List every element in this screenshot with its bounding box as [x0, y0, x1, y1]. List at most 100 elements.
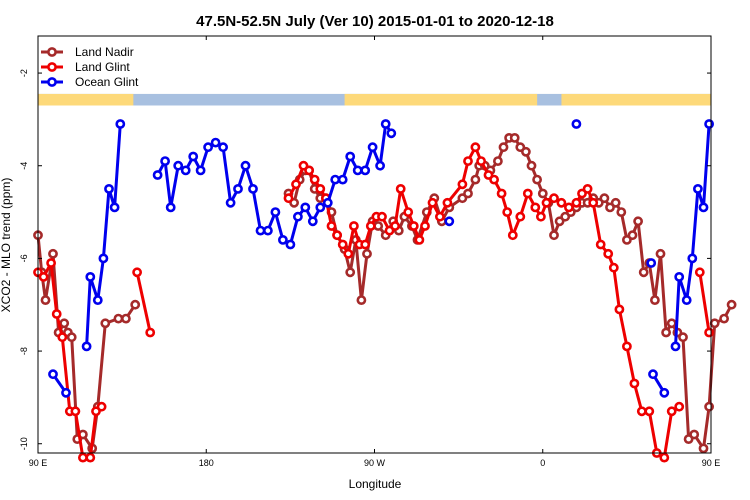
data-point	[360, 239, 371, 250]
data-point	[537, 188, 548, 199]
data-point	[345, 267, 356, 278]
data-point	[225, 197, 236, 208]
series-land-glint	[33, 142, 714, 463]
data-point	[315, 202, 326, 213]
x-tick-label: 180	[199, 458, 214, 468]
data-point	[638, 267, 649, 278]
data-point	[165, 202, 176, 213]
data-point	[337, 174, 348, 185]
data-point	[322, 197, 333, 208]
data-point	[496, 188, 507, 199]
data-point	[57, 332, 68, 343]
chart-title: 47.5N-52.5N July (Ver 10) 2015-01-01 to …	[196, 13, 554, 30]
data-point	[427, 197, 438, 208]
data-point	[659, 387, 670, 398]
data-point	[356, 295, 367, 305]
data-point	[291, 179, 301, 190]
series-line	[135, 271, 152, 333]
data-point	[420, 221, 430, 231]
data-point	[188, 151, 199, 162]
data-point	[285, 239, 296, 250]
data-point	[689, 429, 700, 440]
data-point	[109, 202, 120, 213]
series-land-nadir	[33, 132, 737, 454]
data-point	[59, 318, 70, 329]
data-point	[248, 183, 258, 194]
data-point	[283, 193, 294, 204]
data-point	[367, 142, 378, 153]
data-point	[678, 332, 688, 343]
data-point	[337, 239, 348, 250]
data-point	[403, 207, 414, 217]
data-point	[390, 221, 400, 231]
land-ocean-band	[38, 93, 711, 106]
series-ocean-glint	[48, 119, 714, 398]
data-point	[693, 183, 703, 194]
data-point	[434, 211, 445, 222]
data-point	[476, 156, 486, 166]
y-tick-label: -4	[19, 162, 29, 170]
x-tick-label: 90 E	[702, 458, 721, 468]
data-point	[650, 295, 660, 305]
data-point	[210, 137, 221, 148]
y-tick-label: -2	[19, 69, 29, 77]
data-point	[603, 248, 614, 259]
legend-label: Land Nadir	[75, 45, 134, 59]
data-point	[526, 160, 537, 171]
data-point	[81, 341, 92, 352]
data-point	[386, 128, 397, 139]
data-point	[307, 216, 318, 227]
data-point	[360, 165, 371, 176]
data-point	[277, 234, 288, 245]
data-point	[636, 406, 647, 417]
data-point	[704, 401, 714, 412]
data-point	[345, 151, 356, 162]
data-point	[270, 207, 281, 217]
data-point	[380, 119, 391, 129]
data-point	[719, 313, 729, 324]
data-point	[687, 253, 698, 264]
land-band-segment	[38, 93, 134, 106]
data-point	[644, 406, 655, 417]
data-point	[326, 221, 337, 231]
data-point	[522, 188, 533, 199]
data-point	[309, 174, 320, 185]
x-tick-label: 90 E	[29, 458, 48, 468]
data-point	[130, 299, 141, 310]
series-line	[85, 123, 122, 347]
data-point	[582, 183, 593, 194]
data-point	[104, 183, 114, 194]
data-point	[564, 202, 574, 213]
data-point	[627, 230, 638, 241]
series-line	[698, 272, 711, 333]
legend-label: Land Glint	[75, 60, 130, 74]
x-tick-label: 0	[540, 458, 545, 468]
data-point	[457, 179, 468, 190]
data-point	[614, 304, 625, 315]
series-line	[287, 145, 680, 460]
data-point	[304, 165, 314, 176]
data-point	[648, 369, 658, 380]
data-point	[532, 174, 542, 185]
data-point	[502, 207, 513, 217]
data-point	[549, 230, 559, 241]
data-point	[330, 174, 341, 185]
data-point	[608, 262, 619, 273]
data-point	[616, 207, 627, 217]
y-axis: -10 -8 -6 -4 -2	[19, 69, 711, 450]
data-point	[315, 183, 326, 194]
data-point	[698, 202, 709, 213]
data-point	[610, 197, 621, 208]
data-point	[61, 387, 71, 398]
x-axis: 90 E 180 90 W 0 90 E	[29, 36, 721, 468]
data-point	[300, 202, 311, 213]
data-point	[489, 174, 499, 185]
data-point	[113, 313, 124, 324]
data-point	[571, 197, 582, 208]
data-point	[180, 165, 191, 176]
data-point	[66, 332, 77, 343]
series-line	[674, 123, 711, 347]
data-point	[588, 197, 599, 208]
data-point	[622, 341, 632, 352]
